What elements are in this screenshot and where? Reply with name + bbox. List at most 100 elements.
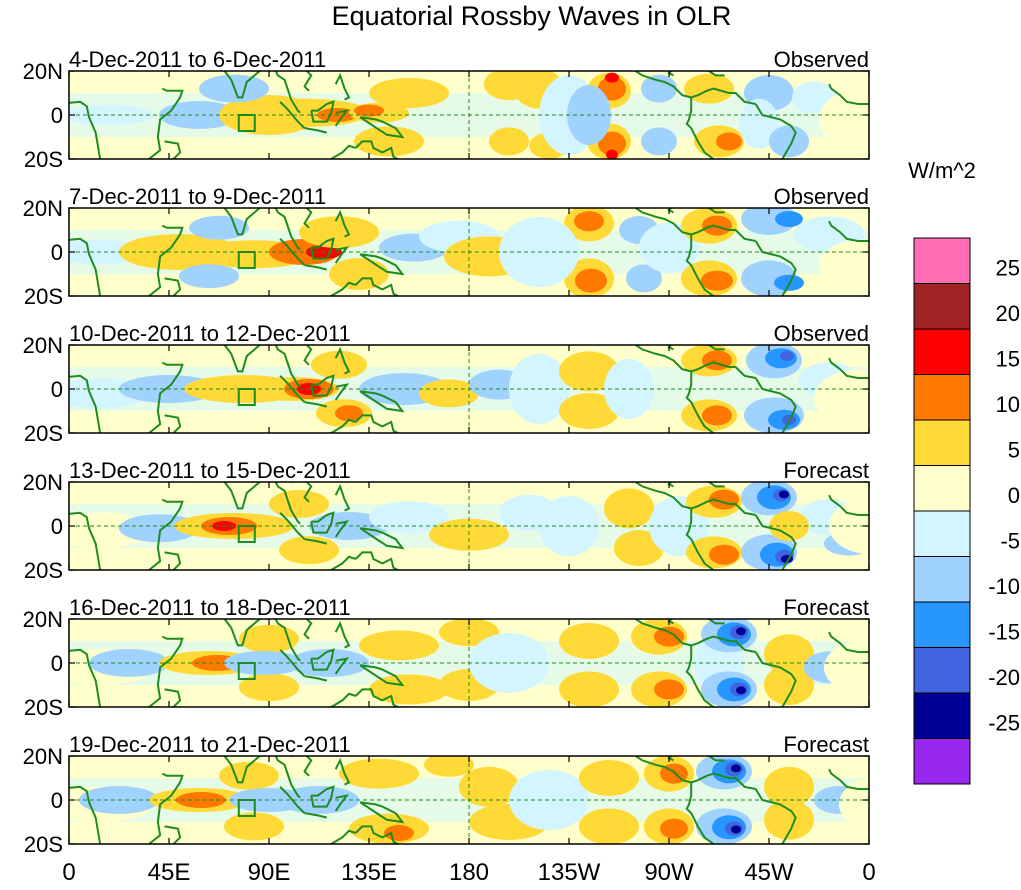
coastline	[310, 785, 335, 808]
coastline	[164, 551, 182, 570]
anomaly-contour	[311, 350, 367, 379]
coastline	[310, 511, 335, 534]
anomaly-contour	[769, 511, 809, 541]
anomaly-contour	[736, 627, 746, 636]
coastline	[635, 208, 756, 242]
coastline	[69, 374, 102, 433]
anomaly-contour	[716, 132, 742, 151]
coastline	[279, 649, 306, 677]
anomaly-contour	[764, 634, 814, 675]
colorbar-swatch	[913, 419, 971, 466]
coastline	[148, 361, 184, 433]
longitude-label: 90W	[644, 859, 694, 886]
coastline	[354, 140, 399, 159]
anomaly-contour	[219, 761, 279, 790]
reference-box	[237, 388, 256, 406]
coastline	[334, 483, 351, 512]
coastline	[223, 619, 301, 662]
anomaly-contour	[731, 764, 741, 773]
colorbar-swatch	[913, 465, 971, 512]
anomaly-contour	[269, 490, 329, 518]
anomaly-contour	[469, 633, 549, 693]
coastline	[223, 71, 301, 114]
anomaly-contour	[299, 216, 379, 249]
coastline	[291, 482, 313, 503]
anomaly-contour	[575, 268, 607, 293]
longitude-label: 90E	[248, 859, 291, 886]
coastline	[304, 264, 328, 271]
anomaly-contour	[559, 671, 619, 707]
panel-status: Forecast	[783, 458, 869, 483]
coastline	[291, 71, 313, 92]
anomaly-contour	[369, 501, 449, 534]
map-panel: 19-Dec-2011 to 21-Dec-2011 Forecast 20N 0 20…	[23, 732, 870, 857]
anomaly-contour	[279, 786, 359, 814]
coastline	[685, 371, 715, 433]
coastline	[685, 508, 715, 570]
coastline	[334, 209, 351, 238]
coastline	[828, 631, 869, 653]
panel-date-range: 7-Dec-2011 to 9-Dec-2011	[69, 184, 326, 209]
anomaly-contour	[419, 379, 479, 408]
panel-date-range: 19-Dec-2011 to 21-Dec-2011	[69, 732, 351, 757]
coastline	[223, 756, 301, 799]
coastline	[334, 346, 351, 375]
colorbar-tick-label: 5	[1008, 438, 1020, 463]
anomaly-contour	[641, 127, 677, 156]
anomaly-contour	[779, 490, 789, 499]
coastline	[304, 675, 328, 682]
coastline	[223, 482, 301, 525]
coastline	[304, 812, 328, 819]
coastline	[705, 619, 725, 625]
anomaly-contour	[731, 825, 741, 834]
panel-status: Observed	[774, 321, 869, 346]
coastline	[279, 101, 306, 129]
anomaly-contour	[579, 760, 639, 796]
coastline	[359, 527, 405, 550]
latitude-label: 20S	[24, 558, 63, 583]
anomaly-contour	[639, 222, 699, 273]
anomaly-contour	[424, 756, 474, 777]
anomaly-contour	[764, 766, 814, 807]
anomaly-contour	[179, 264, 239, 289]
anomaly-contour	[189, 215, 249, 240]
anomaly-contour	[839, 777, 869, 832]
colorbar-swatch	[913, 237, 971, 284]
anomaly-contour	[369, 78, 449, 108]
colorbar-tick-label: 25	[996, 256, 1020, 281]
anomaly-contour	[775, 211, 803, 227]
coastline	[705, 71, 725, 77]
colorbar-swatch	[913, 692, 971, 739]
latitude-label: 20S	[24, 284, 63, 309]
colorbar-swatch	[913, 556, 971, 603]
coastline	[359, 390, 405, 413]
anomaly-contour	[764, 799, 814, 840]
coastline	[828, 768, 869, 790]
panel-status: Observed	[774, 47, 869, 72]
coastline	[310, 237, 335, 260]
anomaly-contour	[439, 619, 499, 647]
coastline	[164, 688, 182, 707]
anomaly-contour	[459, 766, 519, 807]
anomaly-contour	[239, 673, 299, 702]
anomaly-contour	[819, 89, 869, 150]
coastline	[291, 756, 313, 777]
coastline	[354, 551, 399, 570]
anomaly-contour	[769, 125, 809, 158]
anomaly-contour	[702, 405, 732, 426]
anomaly-contour	[626, 264, 662, 293]
coastline	[279, 375, 306, 403]
anomaly-contour	[354, 126, 424, 157]
coastline	[635, 345, 756, 379]
latitude-label: 20S	[24, 832, 63, 857]
coastline	[148, 87, 184, 159]
anomaly-contour	[824, 639, 869, 696]
coastline	[304, 538, 328, 545]
coastline	[635, 619, 756, 653]
coastline	[279, 238, 306, 266]
colorbar-tick-label: -20	[988, 665, 1020, 690]
coastline	[223, 345, 301, 388]
colorbar-swatch	[913, 283, 971, 330]
coastline	[328, 418, 356, 433]
